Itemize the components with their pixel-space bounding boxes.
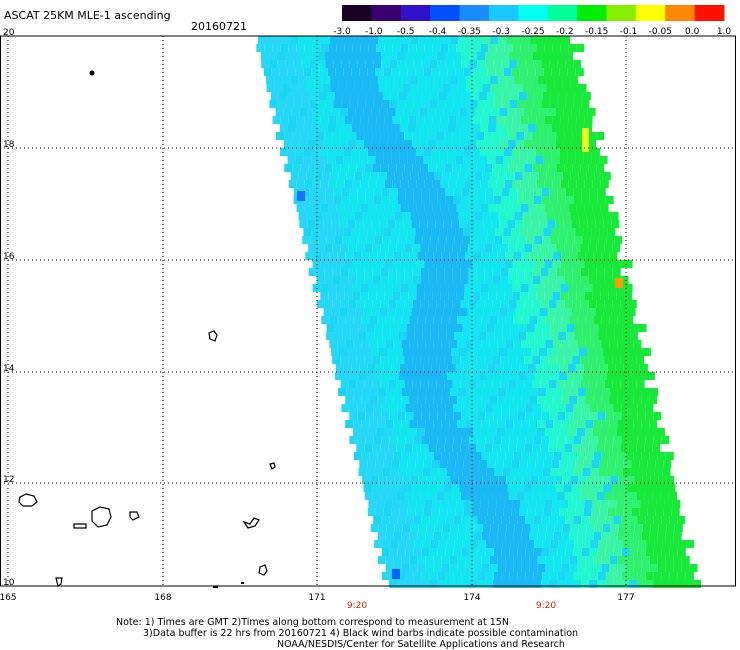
lat-label-12: 12: [3, 475, 15, 485]
colorbar-label: 0.0: [684, 27, 700, 37]
note-line-2: 3)Data buffer is 22 hrs from 20160721 4)…: [143, 628, 579, 639]
colorbar: [342, 5, 725, 21]
lat-label-10: 10: [3, 578, 15, 588]
colorbar-swatch: [430, 5, 461, 21]
island-outlines: [18, 70, 276, 588]
colorbar-label: -0.15: [585, 27, 609, 37]
lat-label-16: 16: [3, 252, 15, 262]
island-outline: [91, 506, 112, 528]
colorbar-label: -0.3: [492, 27, 510, 37]
colorbar-label: -3.0: [333, 27, 351, 37]
colorbar-swatch: [371, 5, 402, 21]
map-grid: [0, 35, 736, 587]
colorbar-label: -0.05: [648, 27, 672, 37]
time-label-2: 9:20: [535, 601, 557, 611]
lon-label-174: 174: [463, 593, 481, 603]
island-outline: [55, 577, 63, 587]
colorbar-swatch: [635, 5, 666, 21]
note-line-1: Note: 1) Times are GMT 2)Times along bot…: [116, 617, 509, 628]
lon-label-165: 165: [0, 593, 17, 603]
colorbar-label: -1.0: [365, 27, 383, 37]
lat-label-18: 18: [3, 140, 15, 150]
data-swath: [256, 36, 702, 588]
island-outline: [208, 330, 218, 342]
colorbar-label: -0.2: [556, 27, 574, 37]
island-outline: [18, 493, 38, 507]
colorbar-swatch: [342, 5, 372, 21]
map-date: 20160721: [191, 20, 247, 33]
colorbar-swatch: [459, 5, 490, 21]
colorbar-label: -0.35: [457, 27, 481, 37]
island-outline: [258, 564, 268, 576]
island-outline: [129, 511, 140, 521]
lat-label-20: 20: [3, 28, 15, 38]
map-title: ASCAT 25KM MLE-1 ascending: [4, 9, 171, 22]
colorbar-label: -0.1: [619, 27, 638, 37]
colorbar-swatch: [665, 5, 696, 21]
colorbar-label: -0.4: [428, 27, 447, 37]
lon-label-168: 168: [154, 593, 172, 603]
time-label-1: 9:20: [346, 601, 368, 611]
colorbar-label: -0.5: [396, 27, 415, 37]
island-outline: [269, 462, 276, 470]
lat-label-14: 14: [3, 364, 15, 374]
colorbar-swatch: [400, 5, 431, 21]
colorbar-label: 1.0: [716, 27, 732, 37]
colorbar-swatch: [488, 5, 519, 21]
lon-label-177: 177: [617, 593, 635, 603]
colorbar-swatch: [547, 5, 578, 21]
island-outline: [242, 517, 260, 529]
colorbar-swatch: [694, 5, 725, 21]
colorbar-swatch: [606, 5, 637, 21]
colorbar-swatch: [577, 5, 607, 21]
island-outline: [73, 523, 87, 529]
note-line-3: NOAA/NESDIS/Center for Satellite Applica…: [277, 639, 565, 650]
lon-label-171: 171: [308, 593, 326, 603]
colorbar-swatch: [518, 5, 549, 21]
colorbar-label: -0.25: [521, 27, 545, 37]
